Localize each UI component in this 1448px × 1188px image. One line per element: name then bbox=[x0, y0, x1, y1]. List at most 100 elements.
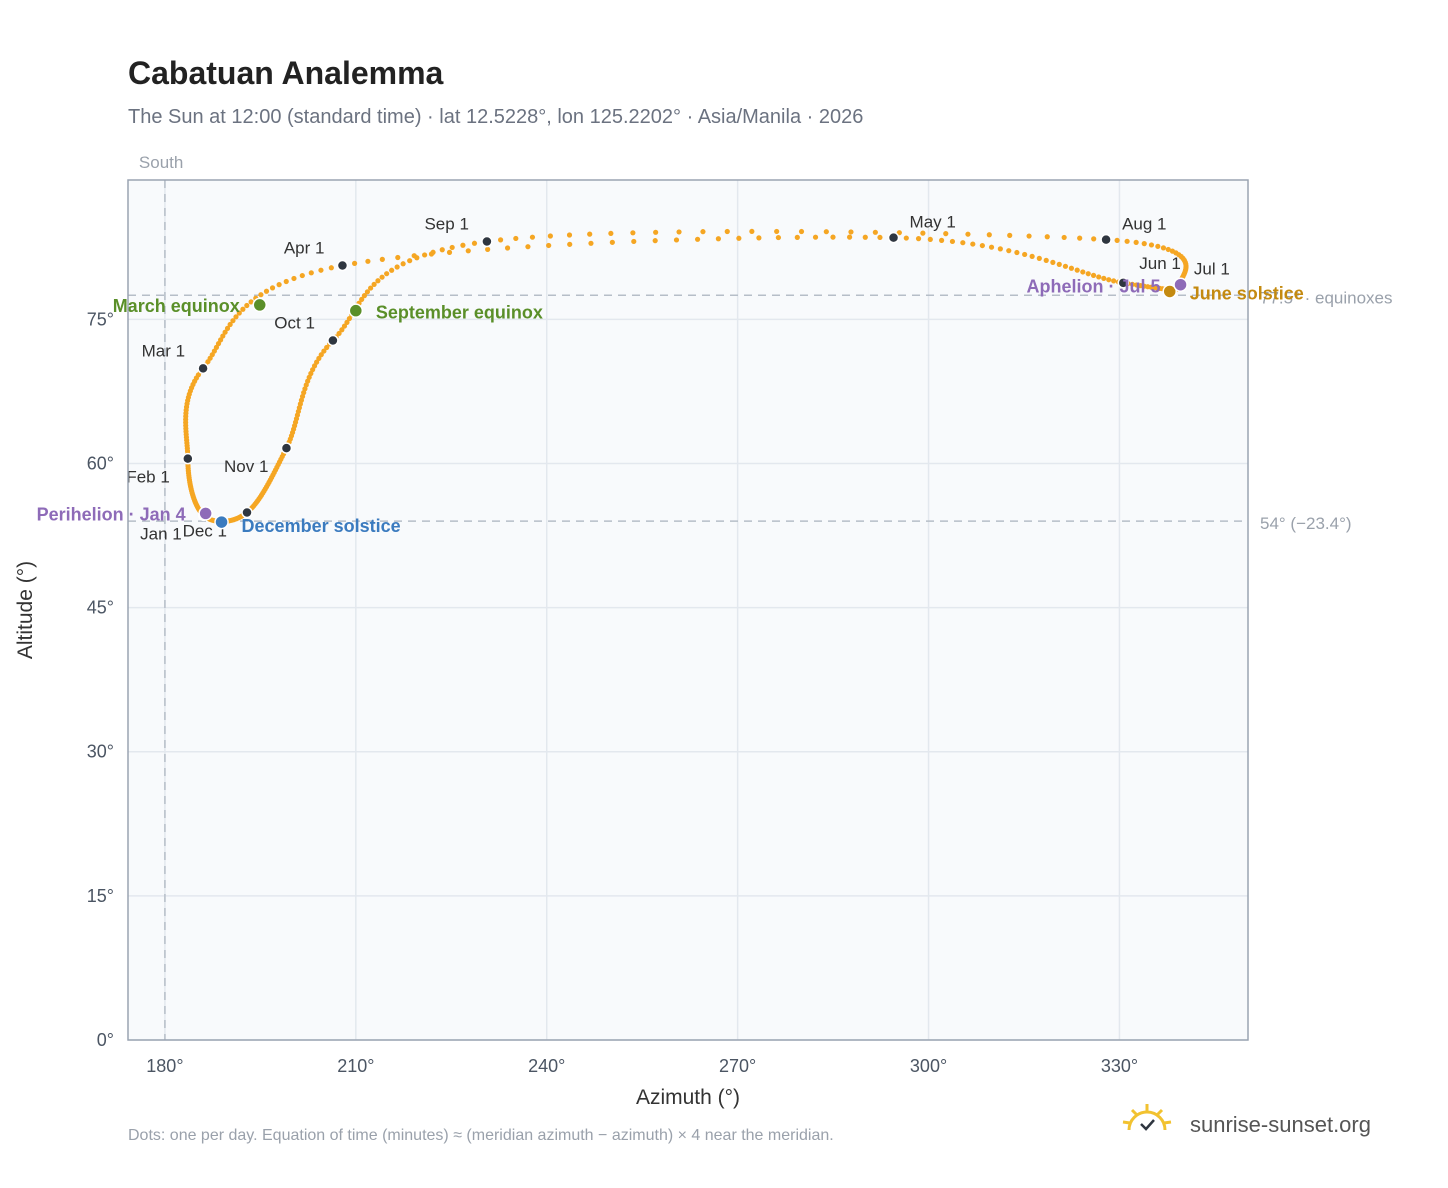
daily-sun-dot bbox=[321, 348, 327, 354]
daily-sun-dot bbox=[1129, 281, 1135, 287]
daily-sun-dot bbox=[361, 292, 368, 299]
daily-sun-dot bbox=[316, 355, 322, 362]
event-label: December solstice bbox=[242, 516, 401, 536]
daily-sun-dot bbox=[1044, 234, 1050, 240]
month-marker bbox=[280, 442, 293, 454]
daily-sun-dot bbox=[529, 234, 536, 240]
daily-sun-dot bbox=[351, 260, 358, 266]
daily-sun-dot bbox=[525, 244, 531, 250]
daily-sun-dot bbox=[1036, 255, 1042, 261]
y-tick-label: 60° bbox=[87, 453, 114, 473]
daily-sun-dot bbox=[240, 306, 246, 312]
daily-sun-dot bbox=[485, 246, 491, 252]
daily-sun-dot bbox=[566, 232, 573, 238]
plot-area bbox=[128, 180, 1248, 1040]
daily-sun-dot bbox=[220, 333, 226, 339]
daily-sun-dot bbox=[630, 230, 636, 236]
y-tick-label: 0° bbox=[97, 1030, 114, 1050]
x-tick-label: 240° bbox=[528, 1056, 565, 1076]
event-label: September equinox bbox=[376, 303, 543, 323]
daily-sun-dot bbox=[394, 264, 400, 270]
month-label: Feb 1 bbox=[126, 468, 169, 487]
event-marker bbox=[1162, 284, 1177, 299]
daily-sun-dot bbox=[1124, 238, 1130, 244]
daily-sun-dot bbox=[965, 231, 971, 237]
event-label: Aphelion · Jul 5 bbox=[1027, 277, 1161, 297]
daily-sun-dot bbox=[756, 235, 762, 241]
daily-sun-dot bbox=[1080, 269, 1086, 275]
daily-sun-dot bbox=[407, 258, 413, 264]
daily-sun-dot bbox=[896, 230, 902, 236]
daily-sun-dot bbox=[513, 235, 519, 242]
daily-sun-dot bbox=[915, 236, 922, 242]
daily-sun-dot bbox=[1090, 272, 1097, 278]
month-label: Jul 1 bbox=[1194, 260, 1230, 279]
daily-sun-dot bbox=[872, 229, 878, 235]
month-label: Aug 1 bbox=[1122, 215, 1166, 234]
daily-sun-dot bbox=[653, 229, 659, 235]
daily-sun-dot bbox=[986, 232, 992, 238]
daily-sun-dot bbox=[673, 237, 680, 243]
daily-sun-dot bbox=[299, 272, 305, 279]
daily-sun-dot bbox=[749, 228, 755, 235]
daily-sun-dot bbox=[652, 238, 658, 244]
daily-sun-dot bbox=[244, 302, 250, 309]
y-tick-label: 75° bbox=[87, 309, 114, 329]
daily-sun-dot bbox=[1160, 245, 1167, 251]
month-marker bbox=[241, 506, 253, 519]
daily-sun-dot bbox=[920, 230, 926, 236]
daily-sun-dot bbox=[384, 271, 390, 277]
event-label: June solstice bbox=[1190, 283, 1304, 303]
daily-sun-dot bbox=[1062, 263, 1069, 269]
daily-sun-dot bbox=[359, 296, 365, 303]
month-marker bbox=[481, 235, 493, 248]
daily-sun-dot bbox=[283, 278, 289, 285]
daily-sun-dot bbox=[631, 238, 637, 245]
daily-sun-dot bbox=[877, 234, 883, 241]
event-label: March equinox bbox=[113, 296, 240, 316]
daily-sun-dot bbox=[700, 229, 706, 235]
daily-sun-dot bbox=[1029, 253, 1035, 259]
month-marker bbox=[182, 452, 194, 465]
reference-line-label: 77.5° · equinoxes bbox=[1260, 288, 1393, 307]
daily-sun-dot bbox=[1169, 248, 1176, 254]
daily-sun-dot bbox=[608, 230, 614, 237]
daily-sun-dot bbox=[1106, 277, 1112, 283]
daily-sun-dot bbox=[230, 318, 236, 324]
daily-sun-dot bbox=[1111, 278, 1117, 284]
daily-sun-dot bbox=[318, 352, 324, 358]
daily-sun-dot bbox=[439, 247, 445, 253]
daily-sun-dot bbox=[460, 242, 466, 248]
meridian-label: South bbox=[139, 153, 183, 172]
daily-sun-dot bbox=[1007, 232, 1013, 238]
event-markers: March equinox September equinox June solst… bbox=[37, 277, 1304, 536]
daily-sun-dot bbox=[1155, 243, 1161, 249]
month-label: May 1 bbox=[910, 213, 956, 232]
daily-sun-dot bbox=[848, 229, 854, 235]
daily-sun-dot bbox=[943, 231, 949, 237]
daily-sun-dot bbox=[715, 236, 722, 242]
daily-sun-dot bbox=[1133, 239, 1139, 245]
event-marker bbox=[1173, 277, 1188, 292]
y-axis-label: Altitude (°) bbox=[14, 561, 37, 659]
daily-sun-dot bbox=[269, 285, 276, 291]
daily-sun-dot bbox=[1077, 235, 1083, 241]
plot-frame bbox=[127, 179, 1249, 1041]
daily-sun-dot bbox=[1043, 257, 1049, 263]
daily-sun-dot bbox=[846, 234, 853, 240]
chart-subtitle: The Sun at 12:00 (standard time) · lat 1… bbox=[128, 106, 863, 128]
daily-sun-dot bbox=[341, 323, 348, 329]
daily-sun-dot bbox=[224, 325, 231, 331]
daily-sun-dot bbox=[291, 275, 297, 282]
daily-sun-dot bbox=[1006, 248, 1012, 254]
daily-sun-dot bbox=[263, 288, 270, 294]
daily-sun-dot bbox=[997, 246, 1003, 252]
daily-sun-dot bbox=[547, 233, 553, 239]
daily-sun-dot bbox=[395, 254, 401, 261]
month-label: Apr 1 bbox=[284, 239, 325, 258]
daily-sun-dot bbox=[970, 241, 976, 247]
daily-sun-dot bbox=[430, 249, 436, 255]
event-marker bbox=[198, 506, 213, 521]
brand-name: sunrise-sunset.org bbox=[1190, 1112, 1371, 1137]
